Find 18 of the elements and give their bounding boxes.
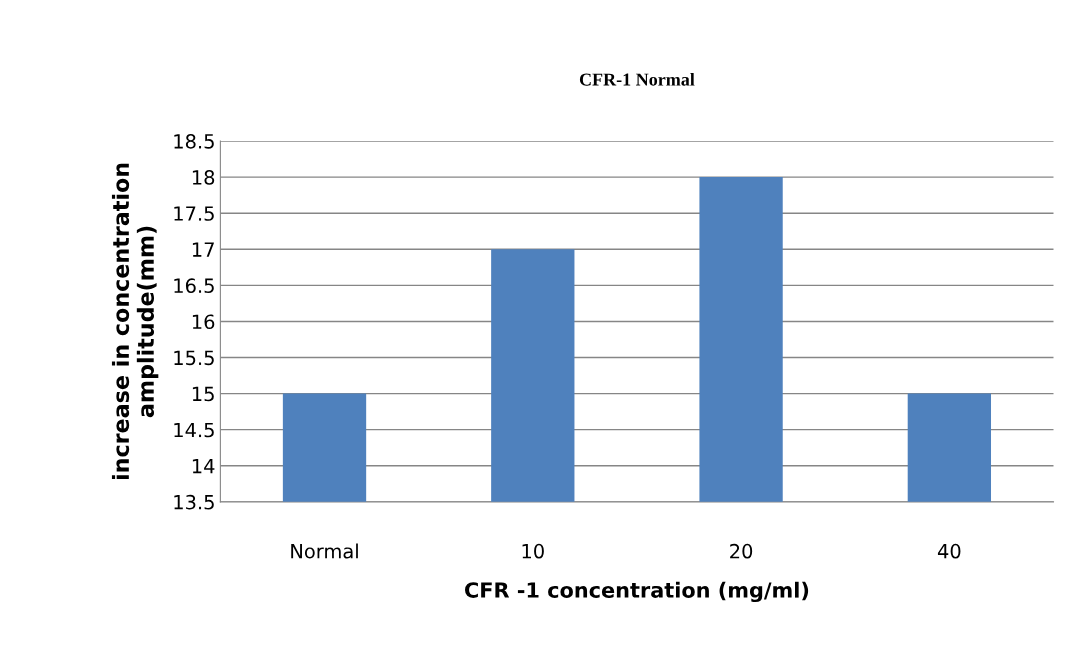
y-tick-label: 14.5 [174,422,214,438]
y-tick-label: 15 [192,386,214,402]
y-tick-label: 16.5 [174,278,214,294]
x-tick-label: 40 [937,543,961,559]
x-tick-label: 10 [522,543,544,559]
y-axis-title: increase in concentration amplitude(mm) [111,163,159,480]
x-axis-title: CFR -1 concentration (mg/ml) [465,581,809,603]
y-tick-label: 15.5 [174,350,214,366]
y-tick-label: 13.5 [174,494,214,510]
y-tick-label: 17 [192,242,214,257]
y-tick-label: 16 [192,314,215,330]
y-tick-label: 14 [192,458,215,474]
y-tick-label: 18.5 [174,134,214,149]
x-tick-label: 20 [730,543,753,559]
y-tick-label: 17.5 [174,206,214,221]
x-tick-label: Normal [291,543,358,559]
y-tick-label: 18 [192,170,215,185]
chart-title: CFR-1 Normal [579,72,695,86]
